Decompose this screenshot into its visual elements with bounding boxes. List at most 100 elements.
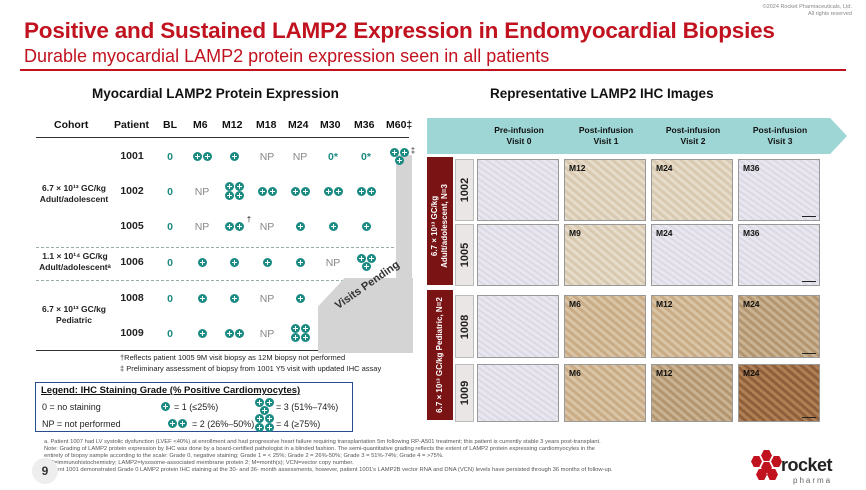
- cohort-band: 6.7 × 10¹³ GC/kg Pediatric, N=2: [427, 290, 453, 420]
- legend-item: = 1 (≤25%): [174, 402, 219, 412]
- grade-zero: 0: [167, 293, 173, 305]
- grade-plus-icon: [192, 151, 202, 161]
- grade-plus-icon: [229, 151, 239, 161]
- visit-header: Post-infusion Visit 3: [752, 125, 808, 146]
- grade-plus-icon: [229, 257, 239, 267]
- not-performed: NP: [194, 186, 210, 198]
- grade-plus-icon: [300, 332, 310, 342]
- grade-plus-icon: [234, 221, 244, 231]
- header-patient: Patient: [114, 119, 150, 131]
- header-m12: M12: [222, 119, 243, 131]
- header-m36: M36: [354, 119, 375, 131]
- header-m6: M6: [193, 119, 208, 131]
- not-performed: NP: [194, 221, 210, 233]
- grade-plus-icon: [389, 147, 399, 157]
- row-divider: [36, 247, 409, 248]
- grade-plus-icon: [394, 155, 404, 165]
- grade-plus-icon: [328, 221, 338, 231]
- image-row-patient: 1008: [455, 295, 474, 358]
- grade-plus-icon: [361, 221, 371, 231]
- grade-plus-icon: [160, 401, 170, 411]
- grade-plus-icon: [300, 323, 310, 333]
- grade-zero: 0: [167, 151, 173, 163]
- grade-zero-star: 0*: [361, 151, 371, 163]
- grade-plus-icon: [202, 151, 212, 161]
- legend-title: Legend: IHC Staining Grade (% Positive C…: [41, 385, 301, 396]
- grade-plus-icon: [356, 253, 366, 263]
- grade-plus-icon: [254, 397, 264, 407]
- legend-item: = 2 (26%–50%): [192, 419, 255, 429]
- image-row-patient: 1002: [455, 159, 474, 221]
- fine-print: entirety of biopsy sample according to t…: [44, 453, 444, 459]
- ihc-image: [477, 224, 559, 286]
- grade-plus-icon: [234, 190, 244, 200]
- grade-plus-icon: [234, 181, 244, 191]
- legend-item: = 3 (51%–74%): [276, 402, 339, 412]
- scale-bar: [802, 281, 816, 282]
- grade-plus-icon: [224, 221, 234, 231]
- patient-id: 1005: [120, 220, 144, 232]
- image-row-patient: 1005: [455, 224, 474, 286]
- grade-plus-icon: [167, 418, 177, 428]
- ihc-image: [477, 159, 559, 221]
- visit-timeline-arrow: [427, 118, 847, 154]
- grade-zero: 0: [167, 186, 173, 198]
- slide-subtitle: Durable myocardial LAMP2 protein express…: [24, 46, 550, 66]
- grade-plus-icon: [333, 186, 343, 196]
- header-m24: M24: [288, 119, 309, 131]
- grade-plus-icon: [224, 190, 234, 200]
- not-performed: NP: [259, 328, 275, 340]
- cohort-label: 1.1 × 10¹⁴ GC/kg Adult/adolescentᵃ: [39, 251, 111, 272]
- scale-bar: [802, 353, 816, 354]
- grade-plus-icon: [197, 328, 207, 338]
- grade-plus-icon: [234, 328, 244, 338]
- grade-plus-icon: [264, 397, 274, 407]
- grade-plus-icon: [366, 253, 376, 263]
- grade-plus-icon: [262, 257, 272, 267]
- not-performed: NP: [292, 151, 308, 163]
- copyright: ©2024 Rocket Pharmaceuticals, Ltd. All r…: [762, 4, 852, 17]
- header-bl: BL: [163, 119, 177, 131]
- title-divider: [20, 69, 846, 71]
- logo-hex-icon: [767, 469, 778, 480]
- visit-header: Post-infusion Visit 1: [578, 125, 634, 146]
- legend-item: = 4 (≥75%): [276, 419, 321, 429]
- ihc-image: M36: [738, 159, 820, 221]
- grade-plus-icon: [290, 323, 300, 333]
- ihc-image: M12: [564, 159, 646, 221]
- fine-print: IHC=immunohistochemistry; LAMP2=lysosome…: [44, 460, 354, 466]
- grade-plus-icon: [259, 405, 269, 415]
- header-m30: M30: [320, 119, 341, 131]
- patient-id: 1006: [120, 256, 144, 268]
- visits-pending-area: [396, 155, 412, 279]
- grade-plus-icon: [295, 293, 305, 303]
- grade-plus-icon: [290, 332, 300, 342]
- grade-plus-icon: [254, 413, 264, 423]
- ihc-image: M12: [651, 364, 733, 422]
- page-number: 9: [32, 458, 58, 484]
- not-performed: NP: [325, 257, 341, 269]
- grade-plus-icon: [197, 293, 207, 303]
- logo-hex-icon: [761, 450, 772, 461]
- table-bottom-rule: [36, 350, 409, 351]
- fine-print: Note: Grading of LAMP2 protein expressio…: [44, 446, 595, 452]
- grade-plus-icon: [197, 257, 207, 267]
- patient-id: 1008: [120, 292, 144, 304]
- footnote: †Reflects patient 1005 9M visit biopsy a…: [120, 353, 346, 362]
- footnote: ‡ Preliminary assessment of biopsy from …: [120, 364, 382, 373]
- cohort-label: 6.7 × 10¹³ GC/kg Adult/adolescent: [39, 183, 109, 204]
- grade-plus-icon: [356, 186, 366, 196]
- grade-plus-icon: [264, 413, 274, 423]
- grade-plus-icon: [323, 186, 333, 196]
- left-panel-title: Myocardial LAMP2 Protein Expression: [92, 86, 339, 101]
- grade-zero: 0: [167, 328, 173, 340]
- ddagger-mark: ‡: [410, 146, 416, 155]
- grade-plus-icon: [177, 418, 187, 428]
- logo-hex-icon: [756, 469, 767, 480]
- patient-id: 1001: [120, 150, 144, 162]
- patient-id: 1002: [120, 185, 144, 197]
- grade-plus-icon: [361, 261, 371, 271]
- grade-plus-icon: [224, 328, 234, 338]
- image-row-patient: 1009: [455, 364, 474, 422]
- ihc-image: M24: [651, 224, 733, 286]
